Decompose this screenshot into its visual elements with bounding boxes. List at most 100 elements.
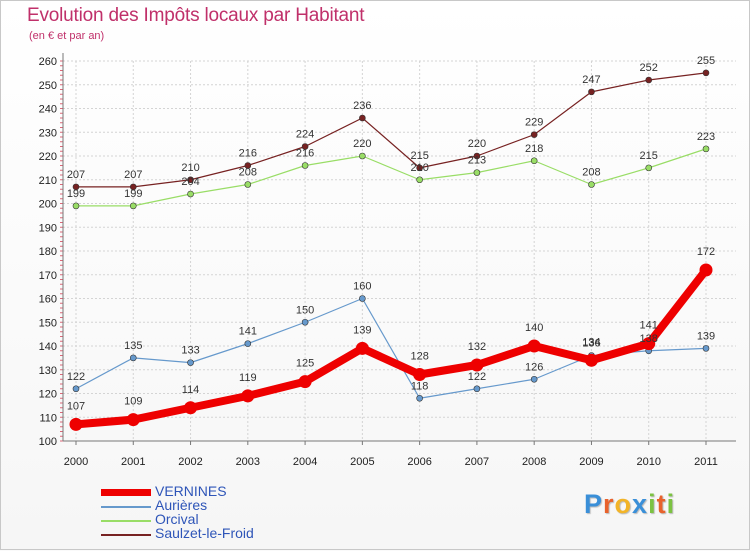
data-label-orcival: 218 (525, 143, 543, 155)
data-label-vernines: 114 (182, 384, 200, 396)
data-label-orcival: 213 (468, 155, 486, 167)
y-tick-label: 250 (39, 80, 57, 92)
data-label-saulzet-le-froid: 229 (525, 117, 543, 129)
data-point-vernines (355, 341, 369, 355)
data-point-vernines (584, 353, 598, 367)
data-point-vernines (470, 358, 484, 372)
data-label-auri-res: 150 (296, 304, 314, 316)
data-label-saulzet-le-froid: 210 (181, 162, 199, 174)
data-label-orcival: 223 (697, 131, 715, 143)
data-label-auri-res: 139 (697, 330, 715, 342)
data-point-orcival (530, 157, 538, 165)
y-tick-label: 120 (39, 389, 57, 401)
data-point-saulzet-le-froid (301, 143, 309, 150)
logo-letter: x (632, 489, 649, 519)
y-tick-label: 240 (39, 104, 57, 116)
data-label-vernines: 134 (582, 336, 600, 348)
series-line-auri-res (75, 297, 707, 399)
y-tick-label: 190 (39, 222, 57, 234)
data-point-auri-res (129, 354, 137, 362)
data-point-auri-res (301, 318, 309, 326)
logo-letter: P (584, 489, 604, 519)
series-auri-res (72, 295, 710, 402)
data-label-orcival: 204 (181, 176, 199, 188)
data-point-auri-res (244, 340, 252, 347)
x-tick-label: 2000 (64, 456, 88, 468)
data-point-saulzet-le-froid (645, 76, 653, 84)
data-labels: 122 135 133 141 150 160 118 122 126 136 138 139 199 1… (67, 55, 715, 413)
data-point-auri-res (187, 359, 194, 366)
grid (63, 60, 736, 442)
data-point-saulzet-le-froid (702, 69, 710, 77)
data-point-orcival (301, 162, 309, 169)
data-label-saulzet-le-froid: 247 (582, 74, 600, 86)
data-label-orcival: 199 (67, 188, 85, 200)
data-point-auri-res (530, 375, 538, 383)
logo-letter: i (666, 489, 676, 519)
data-point-vernines (527, 339, 541, 353)
data-point-saulzet-le-froid (416, 164, 423, 172)
chart-title: Evolution des Impôts locaux par Habitant (27, 5, 365, 26)
data-label-orcival: 199 (124, 188, 142, 200)
data-point-vernines (126, 413, 140, 427)
data-point-saulzet-le-froid (359, 114, 366, 122)
data-label-saulzet-le-froid: 252 (640, 62, 658, 74)
logo-letter: o (614, 489, 633, 519)
data-point-orcival (244, 181, 252, 188)
logo-letter: i (648, 489, 657, 519)
series-orcival (72, 145, 710, 210)
data-point-vernines (184, 401, 198, 415)
data-point-auri-res (473, 385, 481, 393)
data-point-orcival (187, 190, 194, 198)
data-label-saulzet-le-froid: 207 (67, 169, 85, 181)
x-tick-label: 2007 (465, 456, 489, 468)
data-point-orcival (702, 145, 710, 153)
data-point-saulzet-le-froid (588, 88, 595, 96)
data-point-saulzet-le-froid (530, 131, 538, 138)
y-tick-label: 150 (39, 317, 57, 329)
data-label-vernines: 141 (640, 320, 658, 332)
data-label-vernines: 119 (239, 372, 257, 384)
data-point-orcival (473, 169, 481, 176)
data-label-auri-res: 135 (124, 340, 142, 352)
x-tick-label: 2006 (407, 456, 431, 468)
data-label-auri-res: 122 (468, 371, 486, 383)
x-tick-label: 2002 (178, 456, 202, 468)
data-label-auri-res: 122 (67, 371, 85, 383)
data-label-saulzet-le-froid: 255 (697, 55, 715, 67)
series-saulzet-le-froid (72, 69, 710, 191)
data-point-vernines (69, 417, 83, 431)
legend-label: Aurières (155, 497, 208, 513)
y-tick-label: 180 (39, 246, 57, 258)
legend-swatch (101, 520, 151, 522)
series-line-orcival (75, 148, 707, 207)
data-label-auri-res: 136 (582, 338, 600, 350)
proxiti-logo: Proxiti (584, 489, 675, 520)
y-tick-label: 110 (39, 412, 57, 424)
x-tick-label: 2010 (636, 456, 660, 468)
data-point-auri-res (359, 295, 366, 302)
logo-letter: t (656, 489, 667, 519)
series-vernines (69, 263, 713, 431)
data-label-auri-res: 118 (411, 380, 429, 392)
data-point-orcival (129, 202, 137, 210)
data-label-saulzet-le-froid: 236 (353, 100, 371, 112)
legend-label: Orcival (155, 511, 199, 527)
data-label-orcival: 208 (582, 167, 600, 179)
axes: 100 110 120 130 140 150 160 170 180 190 200 210 220 2… (39, 53, 736, 468)
data-point-auri-res (702, 345, 710, 352)
y-tick-label: 140 (39, 341, 57, 353)
data-point-vernines (642, 337, 656, 351)
x-tick-label: 2008 (522, 456, 546, 468)
x-tick-label: 2001 (121, 456, 145, 468)
y-tick-label: 100 (39, 436, 57, 448)
data-point-auri-res (72, 385, 80, 393)
x-tick-label: 2011 (694, 456, 718, 468)
x-tick-label: 2005 (350, 456, 374, 468)
chart-subtitle: (en € et par an) (29, 30, 105, 42)
data-label-orcival: 220 (353, 138, 371, 150)
series (69, 69, 713, 431)
data-point-orcival (359, 152, 366, 160)
